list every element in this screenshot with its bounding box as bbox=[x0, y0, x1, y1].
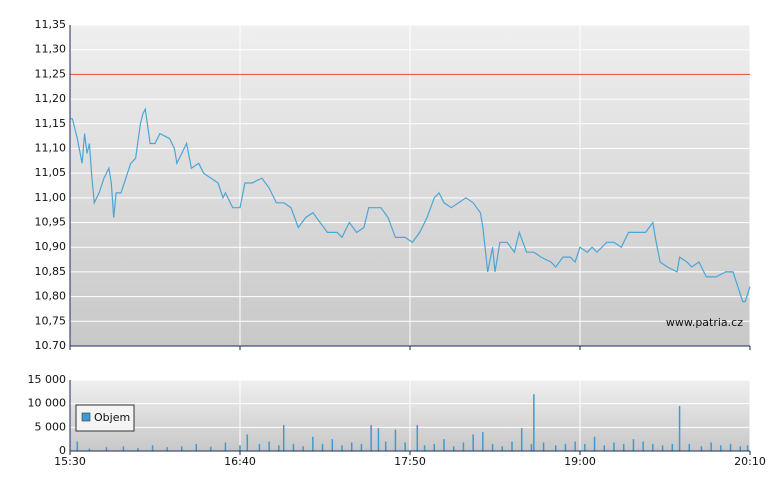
volume-bar bbox=[739, 446, 742, 451]
volume-bar bbox=[423, 445, 426, 451]
watermark: www.patria.cz bbox=[666, 316, 743, 329]
volume-bar bbox=[688, 443, 691, 451]
volume-bar bbox=[530, 443, 533, 451]
volume-bar bbox=[246, 434, 249, 451]
volume-bar bbox=[678, 406, 681, 451]
volume-bar bbox=[482, 432, 484, 451]
volume-bar bbox=[404, 442, 406, 451]
volume-bar bbox=[195, 443, 198, 451]
y-tick-label: 10,80 bbox=[35, 290, 67, 303]
y-tick-label: 10,75 bbox=[35, 314, 67, 327]
legend-swatch bbox=[81, 412, 91, 422]
y-tick-label: 11,30 bbox=[35, 43, 67, 56]
volume-bar bbox=[632, 439, 635, 451]
volume-bar bbox=[433, 443, 436, 451]
volume-bar bbox=[491, 443, 494, 451]
y-tick-label: 15 000 bbox=[28, 373, 67, 386]
volume-bar bbox=[166, 447, 168, 451]
volume-bar bbox=[105, 447, 108, 451]
volume-bar bbox=[584, 443, 586, 451]
y-tick-label: 10,85 bbox=[35, 265, 67, 278]
volume-bar bbox=[613, 442, 615, 451]
y-tick-label: 10,90 bbox=[35, 240, 67, 253]
volume-bar bbox=[180, 446, 183, 451]
volume-bar bbox=[377, 428, 380, 451]
y-tick-label: 0 bbox=[59, 444, 66, 457]
volume-bar bbox=[384, 441, 387, 451]
x-tick-label: 17:50 bbox=[394, 455, 426, 468]
y-tick-label: 11,25 bbox=[35, 67, 67, 80]
volume-bar bbox=[729, 443, 732, 451]
y-tick-label: 11,15 bbox=[35, 117, 67, 130]
volume-bar bbox=[268, 441, 270, 451]
volume-bar bbox=[574, 441, 576, 451]
volume-bar bbox=[360, 443, 363, 451]
volume-bar bbox=[224, 442, 227, 451]
volume-bar bbox=[137, 448, 139, 451]
volume-bar bbox=[642, 441, 644, 451]
volume-bar bbox=[542, 442, 545, 451]
volume-bar bbox=[472, 434, 474, 451]
volume-bar bbox=[239, 445, 241, 451]
legend-label: Objem bbox=[94, 411, 130, 424]
volume-bar bbox=[210, 446, 212, 451]
volume-bar bbox=[511, 441, 513, 451]
volume-bar bbox=[331, 439, 334, 451]
volume-bar bbox=[292, 443, 295, 451]
x-tick-label: 16:40 bbox=[224, 455, 256, 468]
volume-bar bbox=[278, 445, 280, 451]
y-tick-label: 10 000 bbox=[28, 397, 67, 410]
volume-bar bbox=[341, 445, 343, 451]
volume-bar bbox=[720, 445, 722, 451]
volume-bar bbox=[258, 443, 261, 451]
volume-bar bbox=[76, 441, 79, 451]
volume-bar bbox=[443, 439, 445, 451]
y-tick-label: 11,00 bbox=[35, 191, 67, 204]
volume-bar bbox=[321, 443, 324, 451]
volume-bar bbox=[652, 443, 654, 451]
price-line bbox=[70, 106, 751, 303]
x-tick-label: 15:30 bbox=[54, 455, 86, 468]
y-tick-label: 10.70 bbox=[35, 339, 67, 352]
volume-bar bbox=[746, 445, 749, 451]
volume-bar bbox=[622, 443, 625, 451]
y-tick-label: 10,95 bbox=[35, 216, 67, 229]
volume-bar bbox=[350, 442, 353, 451]
x-tick-label: 19:00 bbox=[564, 455, 596, 468]
volume-bar bbox=[416, 424, 419, 451]
y-tick-label: 5 000 bbox=[35, 420, 67, 433]
volume-bar bbox=[370, 424, 372, 451]
volume-bar bbox=[282, 424, 285, 451]
volume-bar bbox=[394, 429, 397, 451]
volume-bar bbox=[554, 445, 557, 451]
volume-bar bbox=[700, 446, 703, 451]
volume-bar bbox=[312, 436, 314, 451]
volume-bar bbox=[88, 448, 91, 451]
volume-bar bbox=[710, 442, 712, 451]
y-tick-label: 11,20 bbox=[35, 92, 67, 105]
volume-bar bbox=[661, 445, 664, 451]
volume-bar bbox=[671, 443, 674, 451]
volume-bar bbox=[564, 443, 567, 451]
y-tick-label: 11,05 bbox=[35, 166, 67, 179]
volume-bar bbox=[533, 394, 535, 451]
x-tick-label: 20:10 bbox=[734, 455, 766, 468]
volume-bar bbox=[462, 442, 465, 451]
y-tick-label: 11,10 bbox=[35, 141, 67, 154]
volume-bar bbox=[452, 446, 455, 451]
volume-bar bbox=[603, 445, 606, 451]
volume-bar bbox=[520, 428, 523, 451]
volume-bar bbox=[151, 445, 154, 451]
volume-bar bbox=[122, 446, 125, 451]
volume-bar bbox=[593, 436, 596, 451]
volume-bar bbox=[302, 446, 304, 451]
y-tick-label: 11,35 bbox=[35, 18, 67, 31]
volume-bar bbox=[501, 446, 504, 451]
